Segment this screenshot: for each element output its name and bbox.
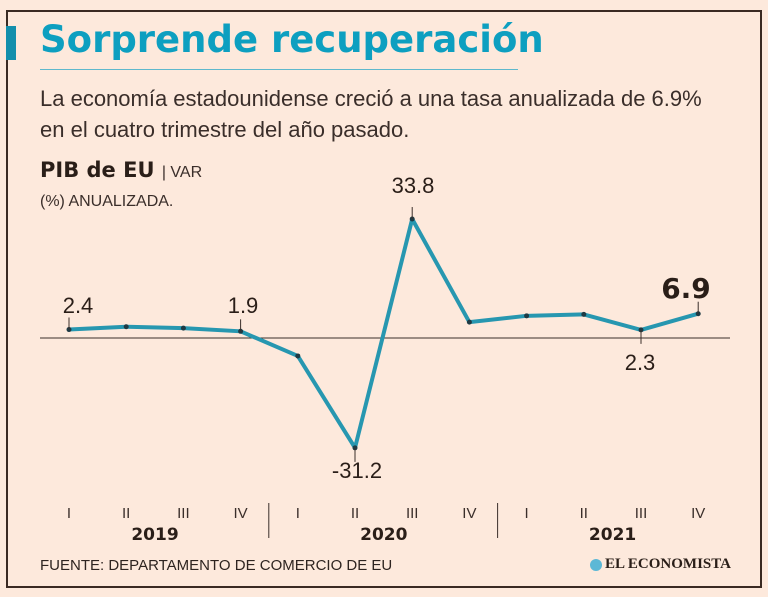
data-label: 33.8: [392, 173, 435, 198]
logo-text: EL ECONOMISTA: [605, 556, 731, 572]
page-title: Sorprende recuperación: [40, 18, 544, 61]
year-label: 2020: [360, 525, 407, 545]
data-point: [581, 311, 587, 317]
chart-unit-1: | VAR: [161, 164, 203, 181]
quarter-tick-label: I: [296, 505, 300, 522]
quarter-tick-label: II: [351, 505, 359, 522]
title-divider: [40, 69, 518, 70]
logo: EL ECONOMISTA: [590, 556, 731, 573]
chart-title: PIB de EU | VAR: [40, 158, 202, 182]
data-label: 2.3: [625, 350, 656, 375]
data-point: [466, 319, 472, 325]
subtitle-line-1: La economía estadounidense creció a una …: [40, 86, 702, 111]
quarter-tick-label: III: [406, 505, 419, 522]
chart-title-text: PIB de EU: [40, 158, 155, 182]
data-point: [295, 353, 301, 359]
data-label: -31.2: [332, 458, 382, 483]
quarter-tick-label: I: [525, 505, 529, 522]
quarter-tick-label: IV: [462, 505, 476, 522]
quarter-tick-label: IV: [234, 505, 248, 522]
title-accent-bar: [6, 26, 16, 60]
subtitle: La economía estadounidense creció a una …: [40, 83, 702, 145]
quarter-tick-label: II: [580, 505, 588, 522]
quarter-tick-label: IV: [691, 505, 705, 522]
logo-icon: [590, 558, 602, 571]
data-point: [180, 325, 186, 331]
year-label: 2021: [589, 525, 636, 545]
quarter-tick-label: I: [67, 505, 71, 522]
chart-unit-2: (%) ANUALIZADA.: [40, 193, 174, 210]
subtitle-line-2: en el cuatro trimestre del año pasado.: [40, 117, 410, 142]
source-note: FUENTE: DEPARTAMENTO DE COMERCIO DE EU: [40, 557, 393, 574]
quarter-tick-label: III: [177, 505, 190, 522]
frame: [6, 10, 762, 588]
quarter-tick-label: III: [635, 505, 648, 522]
data-label: 6.9: [661, 272, 711, 305]
year-label: 2019: [131, 525, 178, 545]
data-point: [524, 313, 530, 319]
quarter-tick-label: II: [122, 505, 130, 522]
data-point: [123, 324, 129, 330]
data-label: 1.9: [228, 293, 259, 318]
data-label: 2.4: [63, 293, 94, 318]
series-line: [68, 217, 699, 450]
